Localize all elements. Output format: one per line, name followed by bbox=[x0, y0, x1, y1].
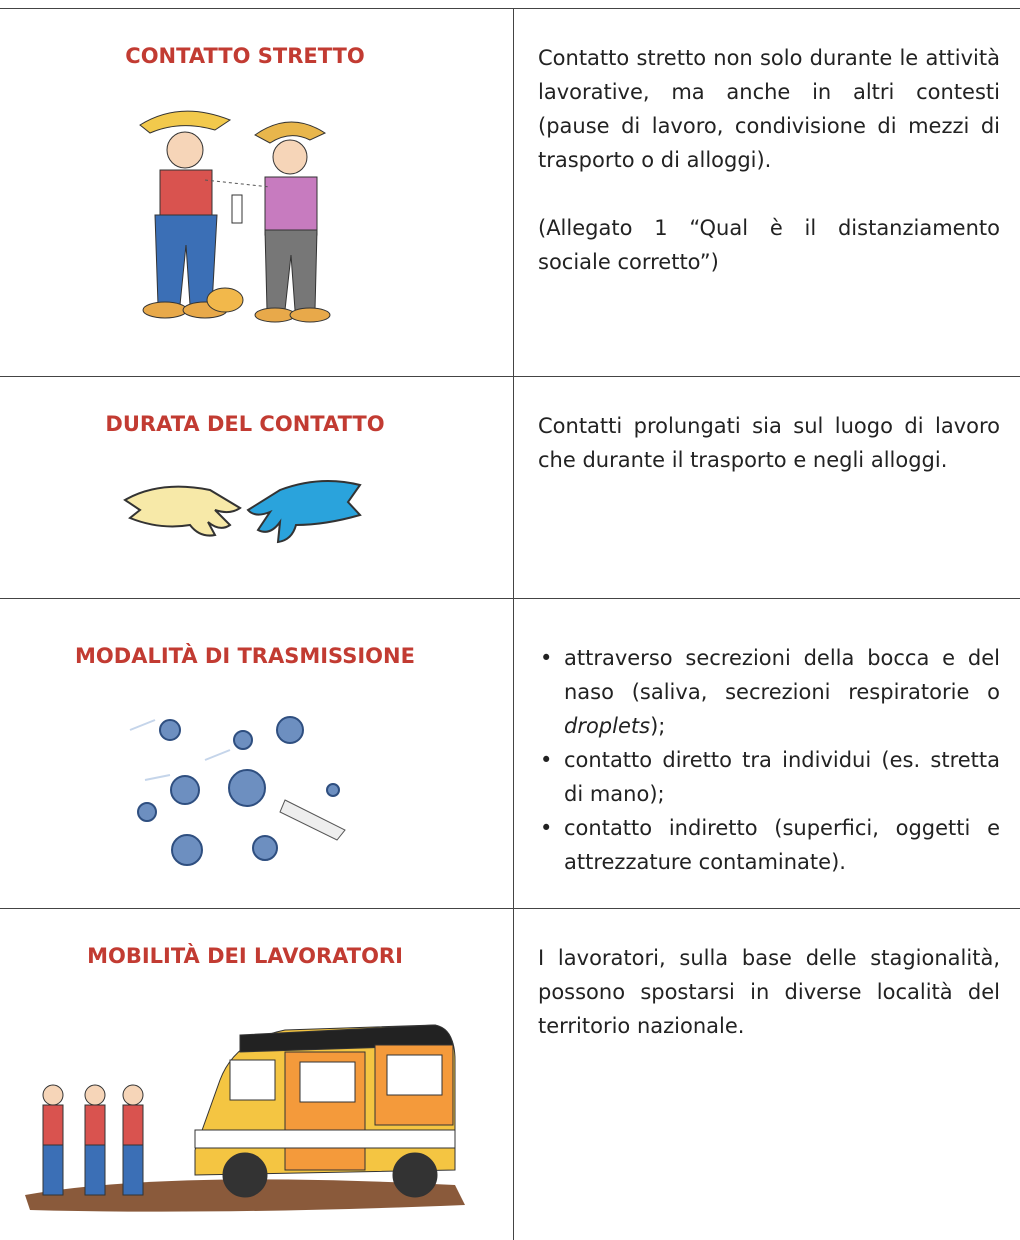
rule bbox=[0, 598, 1020, 599]
paragraph: Contatti prolungati sia sul luogo di lav… bbox=[538, 414, 1000, 472]
bullet: attraverso secrezioni della bocca e del … bbox=[538, 641, 1000, 743]
paragraph: (Allegato 1 “Qual è il distanziamento so… bbox=[538, 216, 1000, 274]
illustration-van bbox=[25, 1024, 465, 1212]
illustration-workers bbox=[139, 110, 331, 323]
row-title: CONTATTO STRETTO bbox=[125, 44, 365, 68]
illustration-hands bbox=[123, 480, 362, 544]
bullet: contatto diretto tra individui (es. stre… bbox=[538, 743, 1000, 811]
row-title: MOBILITÀ DEI LAVORATORI bbox=[87, 944, 403, 968]
illustration-viruses bbox=[129, 716, 346, 866]
row-title: MODALITÀ DI TRASMISSIONE bbox=[75, 644, 415, 668]
text: ); bbox=[650, 714, 666, 738]
row-text: attraverso secrezioni della bocca e del … bbox=[538, 641, 1000, 879]
rule bbox=[0, 908, 1020, 909]
column-rule bbox=[513, 8, 514, 1240]
row-text: I lavoratori, sulla base delle stagional… bbox=[538, 941, 1000, 1077]
text: contatto diretto tra individui (es. stre… bbox=[564, 748, 1000, 806]
bullet: contatto indiretto (superfici, oggetti e… bbox=[538, 811, 1000, 879]
text-italic: droplets bbox=[564, 714, 651, 738]
bullet-list: attraverso secrezioni della bocca e del … bbox=[538, 641, 1000, 879]
rule bbox=[0, 376, 1020, 377]
paragraph: I lavoratori, sulla base delle stagional… bbox=[538, 946, 1000, 1038]
text: contatto indiretto (superfici, oggetti e… bbox=[564, 816, 1000, 874]
row-text: Contatti prolungati sia sul luogo di lav… bbox=[538, 409, 1000, 511]
paragraph: Contatto stretto non solo durante le att… bbox=[538, 46, 1000, 172]
rule bbox=[0, 8, 1020, 9]
text: attraverso secrezioni della bocca e del … bbox=[564, 646, 1000, 704]
row-text: Contatto stretto non solo durante le att… bbox=[538, 41, 1000, 313]
row-title: DURATA DEL CONTATTO bbox=[105, 412, 385, 436]
